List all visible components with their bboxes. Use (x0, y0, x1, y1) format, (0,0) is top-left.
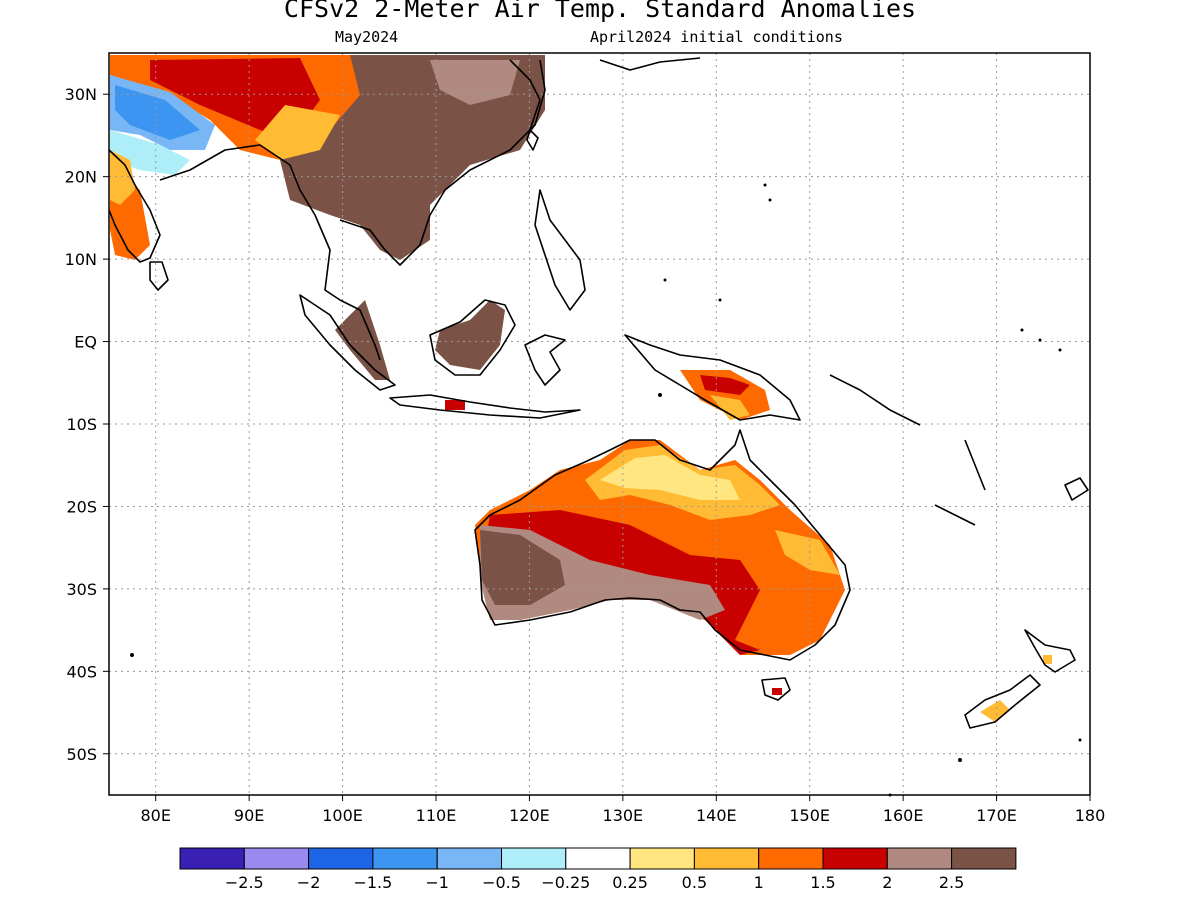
legend-label: −2 (297, 873, 321, 892)
legend-swatch (501, 847, 567, 870)
java-coastline (389, 394, 581, 419)
indochina-coastline (339, 59, 546, 266)
new-caledonia-coastline (934, 504, 976, 526)
lon-tick-label: 120E (509, 806, 550, 825)
new-guinea-hot (700, 375, 750, 395)
legend-swatch (629, 847, 695, 870)
australia-pale-north (600, 455, 740, 500)
sulawesi-coastline (524, 334, 566, 386)
nz-south-yellow (980, 700, 1010, 722)
sumatra-coastline (299, 294, 396, 391)
australia-dark-southwest (480, 530, 565, 605)
color-legend: −2.5 −2 −1.5 −1 −0.5 −0.25 0.25 0.5 1 1.5 2 2.5 (179, 847, 1017, 892)
legend-swatch (372, 847, 438, 870)
borneo-warm (435, 300, 505, 370)
lon-tick-label: 130E (603, 806, 644, 825)
legend-swatch (886, 847, 953, 870)
anomaly-field (110, 55, 1052, 722)
lat-tick-label: 10N (65, 250, 97, 269)
lon-tick-label: 160E (883, 806, 924, 825)
legend-label: −1 (425, 873, 449, 892)
sri-lanka-coastline (149, 261, 169, 291)
small-islands (130, 183, 1082, 797)
map-background (109, 53, 1090, 795)
map-title: CFSv2 2-Meter Air Temp. Standard Anomali… (283, 0, 917, 23)
bay-of-bengal-coastline (159, 144, 381, 361)
new-zealand-north-coastline (1024, 629, 1076, 673)
longitude-axis: 80E 90E 100E 110E 120E 130E 140E 150E 160E 170E 18… (140, 795, 1105, 825)
lat-tick-label: 40S (66, 662, 97, 681)
new-guinea-coastline (624, 334, 801, 421)
lon-tick-label: 100E (322, 806, 363, 825)
legend-label: 2 (882, 873, 892, 892)
himalaya-yellow-band (255, 105, 340, 160)
lat-tick-label: 20N (65, 168, 97, 187)
fiji-coastline (1064, 477, 1089, 501)
legend-label: 0.5 (682, 873, 707, 892)
philippines-coastline (534, 189, 586, 311)
new-guinea-yellow (710, 395, 750, 420)
australia-east-yellow (775, 530, 840, 575)
legend-swatch (179, 847, 245, 870)
lon-tick-label: 110E (416, 806, 457, 825)
lat-tick-label: 20S (66, 497, 97, 516)
legend-label: 1 (754, 873, 764, 892)
borneo-coastline (429, 299, 516, 376)
china-coastline (509, 59, 541, 131)
tasmania-coastline (761, 677, 791, 701)
india-west-coast-yellow (110, 150, 135, 205)
legend-swatch (822, 847, 888, 870)
lat-tick-label: 30S (66, 580, 97, 599)
legend-swatch (436, 847, 503, 870)
lon-tick-label: 180 (1075, 806, 1106, 825)
lat-tick-label: 10S (66, 415, 97, 434)
legend-swatch (758, 847, 824, 870)
new-zealand-south-coastline (964, 674, 1041, 729)
lon-tick-label: 150E (789, 806, 830, 825)
coastlines (109, 57, 1089, 729)
latitude-axis: 30N 20N 10N EQ 10S 20S 30S 40S 50S (65, 85, 109, 764)
legend-label: −0.25 (541, 873, 590, 892)
nz-north-yellow (1043, 655, 1052, 664)
vanuatu-coastline (964, 439, 986, 491)
japan-islands-coastline (599, 57, 701, 71)
solomon-islands-coastline (829, 374, 921, 426)
legend-label: 0.25 (612, 873, 648, 892)
forecast-month: May2024 (335, 28, 399, 46)
legend-swatch (308, 847, 374, 870)
lon-tick-label: 170E (976, 806, 1017, 825)
legend-label: 2.5 (939, 873, 964, 892)
legend-swatch (565, 847, 631, 870)
sumatra-warm (335, 300, 390, 380)
lat-tick-label: 50S (66, 745, 97, 764)
legend-label: −0.5 (482, 873, 521, 892)
legend-label: −2.5 (225, 873, 264, 892)
india-coastline (109, 149, 161, 263)
initial-conditions: April2024 initial conditions (590, 28, 843, 46)
legend-label: 1.5 (810, 873, 835, 892)
legend-swatch (951, 847, 1017, 870)
legend-swatch (243, 847, 310, 870)
lat-tick-label: EQ (74, 333, 97, 352)
lon-tick-label: 80E (140, 806, 170, 825)
java-hot (445, 400, 465, 410)
tasmania-hot (772, 688, 782, 695)
lat-tick-label: 30N (65, 85, 97, 104)
india-cold-core (115, 85, 200, 140)
gridlines (109, 53, 1090, 795)
legend-swatch (693, 847, 760, 870)
taiwan-coastline (526, 129, 539, 151)
lon-tick-label: 90E (234, 806, 264, 825)
lon-tick-label: 140E (696, 806, 737, 825)
legend-label: −1.5 (353, 873, 392, 892)
australia-coastline (474, 429, 851, 661)
